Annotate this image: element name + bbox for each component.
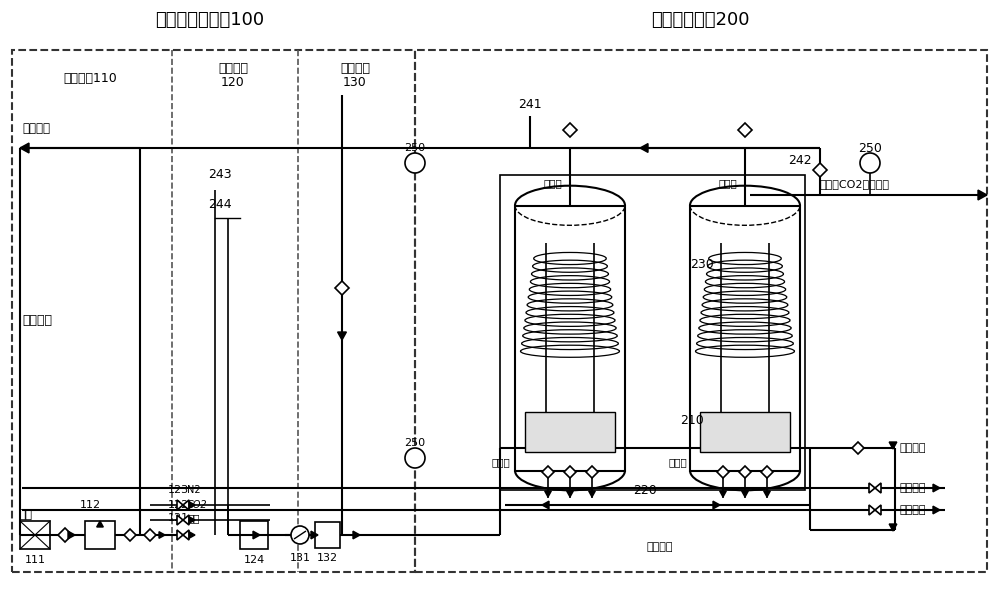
Text: 吸附脱附单元200: 吸附脱附单元200 bbox=[651, 11, 749, 29]
Polygon shape bbox=[189, 532, 195, 538]
Bar bbox=[500, 175, 805, 490]
Polygon shape bbox=[813, 163, 827, 177]
Polygon shape bbox=[338, 332, 346, 340]
Polygon shape bbox=[144, 529, 156, 541]
Polygon shape bbox=[889, 524, 897, 531]
Text: 尾气放空: 尾气放空 bbox=[22, 122, 50, 135]
Polygon shape bbox=[586, 466, 598, 478]
Text: 230: 230 bbox=[690, 258, 714, 271]
Polygon shape bbox=[58, 528, 72, 542]
Polygon shape bbox=[713, 501, 720, 509]
Text: 冷剂出口: 冷剂出口 bbox=[900, 505, 926, 515]
Polygon shape bbox=[564, 466, 576, 478]
Text: 除水单元110: 除水单元110 bbox=[63, 72, 117, 85]
Polygon shape bbox=[545, 491, 551, 497]
Polygon shape bbox=[542, 501, 549, 509]
Polygon shape bbox=[889, 442, 897, 449]
Polygon shape bbox=[761, 466, 773, 478]
Text: 112: 112 bbox=[80, 500, 101, 510]
Text: 富气去CO2处理单元: 富气去CO2处理单元 bbox=[820, 179, 890, 189]
Bar bbox=[690, 206, 800, 470]
Polygon shape bbox=[738, 123, 752, 137]
Polygon shape bbox=[589, 491, 595, 497]
Polygon shape bbox=[567, 491, 573, 497]
Text: 220: 220 bbox=[633, 484, 657, 497]
Text: 卸剂口: 卸剂口 bbox=[491, 457, 510, 467]
Text: 244: 244 bbox=[208, 199, 232, 212]
Text: 空气: 空气 bbox=[187, 513, 200, 523]
Polygon shape bbox=[739, 466, 751, 478]
Polygon shape bbox=[353, 531, 360, 539]
Text: 配气单元: 配气单元 bbox=[218, 61, 248, 74]
Text: 250: 250 bbox=[404, 143, 426, 153]
Text: 热剂入口: 热剂入口 bbox=[900, 443, 926, 453]
Polygon shape bbox=[742, 491, 748, 497]
Circle shape bbox=[405, 448, 425, 468]
Text: 131: 131 bbox=[290, 553, 310, 563]
Text: CO2: CO2 bbox=[187, 500, 208, 510]
Text: 尾气循环: 尾气循环 bbox=[22, 313, 52, 326]
Text: 123: 123 bbox=[168, 485, 189, 495]
Polygon shape bbox=[253, 531, 260, 539]
Bar bbox=[315, 522, 340, 548]
Text: N2: N2 bbox=[187, 485, 201, 495]
Polygon shape bbox=[869, 505, 881, 515]
Text: 卸剂口: 卸剂口 bbox=[668, 457, 687, 467]
Text: 温控单元: 温控单元 bbox=[340, 61, 370, 74]
Polygon shape bbox=[717, 466, 729, 478]
Circle shape bbox=[860, 153, 880, 173]
Polygon shape bbox=[311, 531, 318, 539]
Polygon shape bbox=[68, 531, 75, 539]
Polygon shape bbox=[978, 190, 987, 200]
Text: 111: 111 bbox=[24, 555, 46, 565]
Polygon shape bbox=[563, 123, 577, 137]
Text: 250: 250 bbox=[404, 438, 426, 448]
Bar bbox=[700, 412, 790, 452]
Text: 242: 242 bbox=[788, 154, 812, 167]
Bar bbox=[85, 521, 115, 549]
Text: 进气预处理单元100: 进气预处理单元100 bbox=[155, 11, 265, 29]
Text: 空气: 空气 bbox=[18, 508, 32, 521]
Circle shape bbox=[291, 526, 309, 544]
Polygon shape bbox=[764, 491, 770, 497]
Polygon shape bbox=[189, 517, 195, 523]
Bar bbox=[515, 206, 625, 470]
Polygon shape bbox=[720, 491, 726, 497]
Text: 124: 124 bbox=[243, 555, 265, 565]
Text: 121: 121 bbox=[168, 513, 189, 523]
Polygon shape bbox=[177, 530, 189, 540]
Polygon shape bbox=[124, 529, 136, 541]
Polygon shape bbox=[933, 484, 940, 492]
Text: 250: 250 bbox=[858, 141, 882, 154]
Text: 冷剂入口: 冷剂入口 bbox=[900, 483, 926, 493]
Text: 210: 210 bbox=[680, 414, 704, 427]
Text: 132: 132 bbox=[316, 553, 338, 563]
Polygon shape bbox=[852, 442, 864, 454]
Text: 130: 130 bbox=[343, 76, 367, 89]
Polygon shape bbox=[933, 506, 940, 514]
Text: 加剂口: 加剂口 bbox=[718, 178, 737, 188]
Text: 122: 122 bbox=[168, 500, 189, 510]
Text: 120: 120 bbox=[221, 76, 245, 89]
Bar bbox=[525, 412, 615, 452]
Text: 241: 241 bbox=[518, 99, 542, 112]
Text: 243: 243 bbox=[208, 168, 232, 181]
Polygon shape bbox=[177, 500, 189, 510]
Bar bbox=[12, 50, 415, 572]
Polygon shape bbox=[640, 144, 648, 152]
Polygon shape bbox=[159, 532, 165, 538]
Polygon shape bbox=[177, 515, 189, 525]
Bar bbox=[415, 50, 987, 572]
Circle shape bbox=[405, 153, 425, 173]
Polygon shape bbox=[97, 521, 103, 527]
Polygon shape bbox=[20, 143, 29, 153]
Text: 加剂口: 加剂口 bbox=[543, 178, 562, 188]
Polygon shape bbox=[869, 483, 881, 493]
Polygon shape bbox=[542, 466, 554, 478]
Bar bbox=[20, 521, 50, 549]
Polygon shape bbox=[335, 281, 349, 295]
Polygon shape bbox=[189, 502, 195, 508]
Bar bbox=[240, 521, 268, 549]
Text: 热剂出口: 热剂出口 bbox=[647, 542, 673, 552]
